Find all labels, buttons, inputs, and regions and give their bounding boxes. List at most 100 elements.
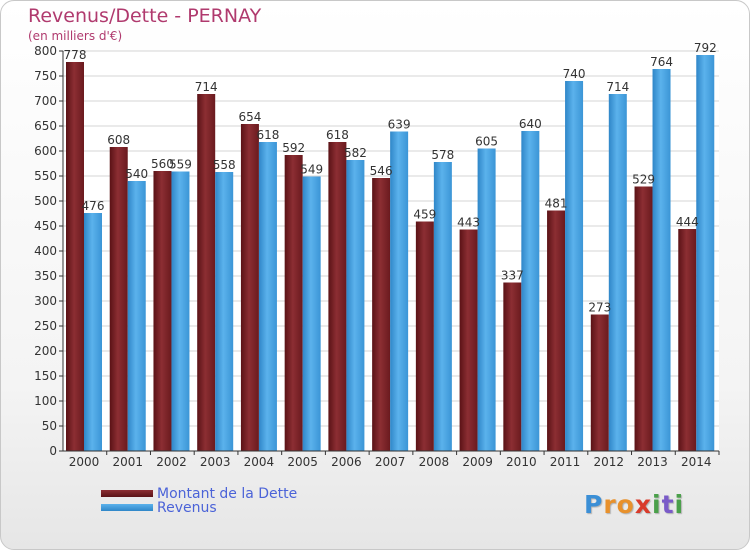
- debt-value-label: 273: [588, 301, 611, 315]
- revenue-bar: [390, 131, 409, 451]
- x-tick-label: 2000: [69, 455, 100, 469]
- revenue-bar: [258, 142, 277, 451]
- x-tick-label: 2013: [637, 455, 668, 469]
- revenue-value-label: 640: [519, 117, 542, 131]
- x-tick-label: 2004: [244, 455, 275, 469]
- y-tick-label: 600: [34, 144, 57, 158]
- revenue-value-label: 714: [606, 80, 629, 94]
- revenue-bar: [608, 94, 627, 451]
- revenue-bar: [346, 160, 365, 451]
- revenue-value-label: 558: [213, 158, 236, 172]
- logo-letter: i: [674, 490, 685, 519]
- y-tick-label: 0: [49, 444, 57, 458]
- logo-letter: o: [616, 490, 635, 519]
- debt-value-label: 546: [370, 164, 393, 178]
- x-tick-label: 2001: [112, 455, 143, 469]
- revenue-value-label: 639: [388, 118, 411, 132]
- debt-value-label: 443: [457, 216, 480, 230]
- x-tick-label: 2014: [681, 455, 712, 469]
- debt-value-label: 444: [676, 215, 699, 229]
- y-tick-label: 200: [34, 344, 57, 358]
- revenue-bar: [521, 131, 540, 451]
- revenue-bar: [433, 162, 452, 451]
- revenue-bar: [84, 213, 102, 451]
- y-tick-label: 450: [34, 219, 57, 233]
- logo-letter: r: [603, 490, 617, 519]
- revenue-bar: [696, 55, 715, 451]
- x-tick-label: 2008: [419, 455, 450, 469]
- x-tick-label: 2012: [594, 455, 625, 469]
- legend-swatch-revenue: [101, 504, 153, 511]
- x-tick-label: 2009: [462, 455, 493, 469]
- y-tick-label: 50: [42, 419, 57, 433]
- logo-letter: t: [661, 490, 675, 519]
- debt-bar: [240, 124, 259, 451]
- y-tick-label: 500: [34, 194, 57, 208]
- y-tick-label: 150: [34, 369, 57, 383]
- y-tick-label: 750: [34, 69, 57, 83]
- debt-value-label: 654: [238, 110, 261, 124]
- debt-bar: [634, 186, 653, 451]
- x-tick-label: 2003: [200, 455, 231, 469]
- debt-bar: [590, 314, 609, 451]
- debt-bar: [547, 210, 566, 451]
- debt-bar: [66, 62, 84, 451]
- x-tick-label: 2007: [375, 455, 406, 469]
- chart-title: Revenus/Dette - PERNAY: [28, 5, 262, 27]
- debt-bar: [109, 147, 128, 451]
- revenue-value-label: 559: [169, 158, 192, 172]
- debt-value-label: 714: [195, 80, 218, 94]
- debt-value-label: 337: [501, 269, 524, 283]
- legend-swatch-debt: [101, 490, 153, 497]
- revenue-value-label: 740: [563, 67, 586, 81]
- debt-bar: [459, 229, 478, 451]
- x-tick-label: 2006: [331, 455, 362, 469]
- debt-value-label: 608: [107, 133, 130, 147]
- x-tick-label: 2011: [550, 455, 581, 469]
- y-tick-label: 550: [34, 169, 57, 183]
- logo-letter: i: [652, 490, 662, 519]
- y-tick-label: 100: [34, 394, 57, 408]
- revenue-bar: [215, 172, 234, 451]
- x-tick-label: 2002: [156, 455, 187, 469]
- debt-bar: [415, 221, 434, 451]
- debt-bar: [328, 142, 347, 451]
- debt-bar: [284, 155, 303, 451]
- revenue-value-label: 578: [431, 148, 454, 162]
- debt-value-label: 778: [64, 48, 87, 62]
- revenue-bar: [127, 181, 146, 451]
- proxiti-logo: Proxiti: [584, 490, 684, 519]
- debt-value-label: 618: [326, 128, 349, 142]
- y-tick-label: 700: [34, 94, 57, 108]
- revenue-bar: [171, 171, 190, 451]
- y-tick-label: 300: [34, 294, 57, 308]
- y-tick-label: 400: [34, 244, 57, 258]
- debt-value-label: 592: [282, 141, 305, 155]
- revenue-bar: [302, 176, 321, 451]
- x-tick-label: 2005: [287, 455, 318, 469]
- revenue-value-label: 764: [650, 55, 673, 69]
- debt-bar: [153, 171, 172, 451]
- revenue-value-label: 540: [125, 167, 148, 181]
- chart-subtitle: (en milliers d'€): [28, 29, 123, 43]
- debt-bar: [372, 178, 391, 451]
- logo-letter: x: [634, 490, 652, 519]
- logo-letter: P: [584, 490, 604, 519]
- y-tick-label: 650: [34, 119, 57, 133]
- revenue-value-label: 549: [300, 163, 323, 177]
- x-tick-label: 2010: [506, 455, 537, 469]
- revenue-value-label: 476: [82, 199, 105, 213]
- y-tick-label: 800: [34, 44, 57, 58]
- debt-bar: [678, 229, 697, 451]
- y-tick-label: 250: [34, 319, 57, 333]
- debt-value-label: 459: [413, 208, 436, 222]
- debt-bar: [503, 282, 522, 451]
- revenue-bar: [652, 69, 671, 451]
- debt-value-label: 529: [632, 173, 655, 187]
- revenue-value-label: 792: [694, 41, 717, 55]
- legend-label-revenue: Revenus: [157, 500, 217, 516]
- revenue-bar: [565, 81, 584, 451]
- revenue-value-label: 582: [344, 146, 367, 160]
